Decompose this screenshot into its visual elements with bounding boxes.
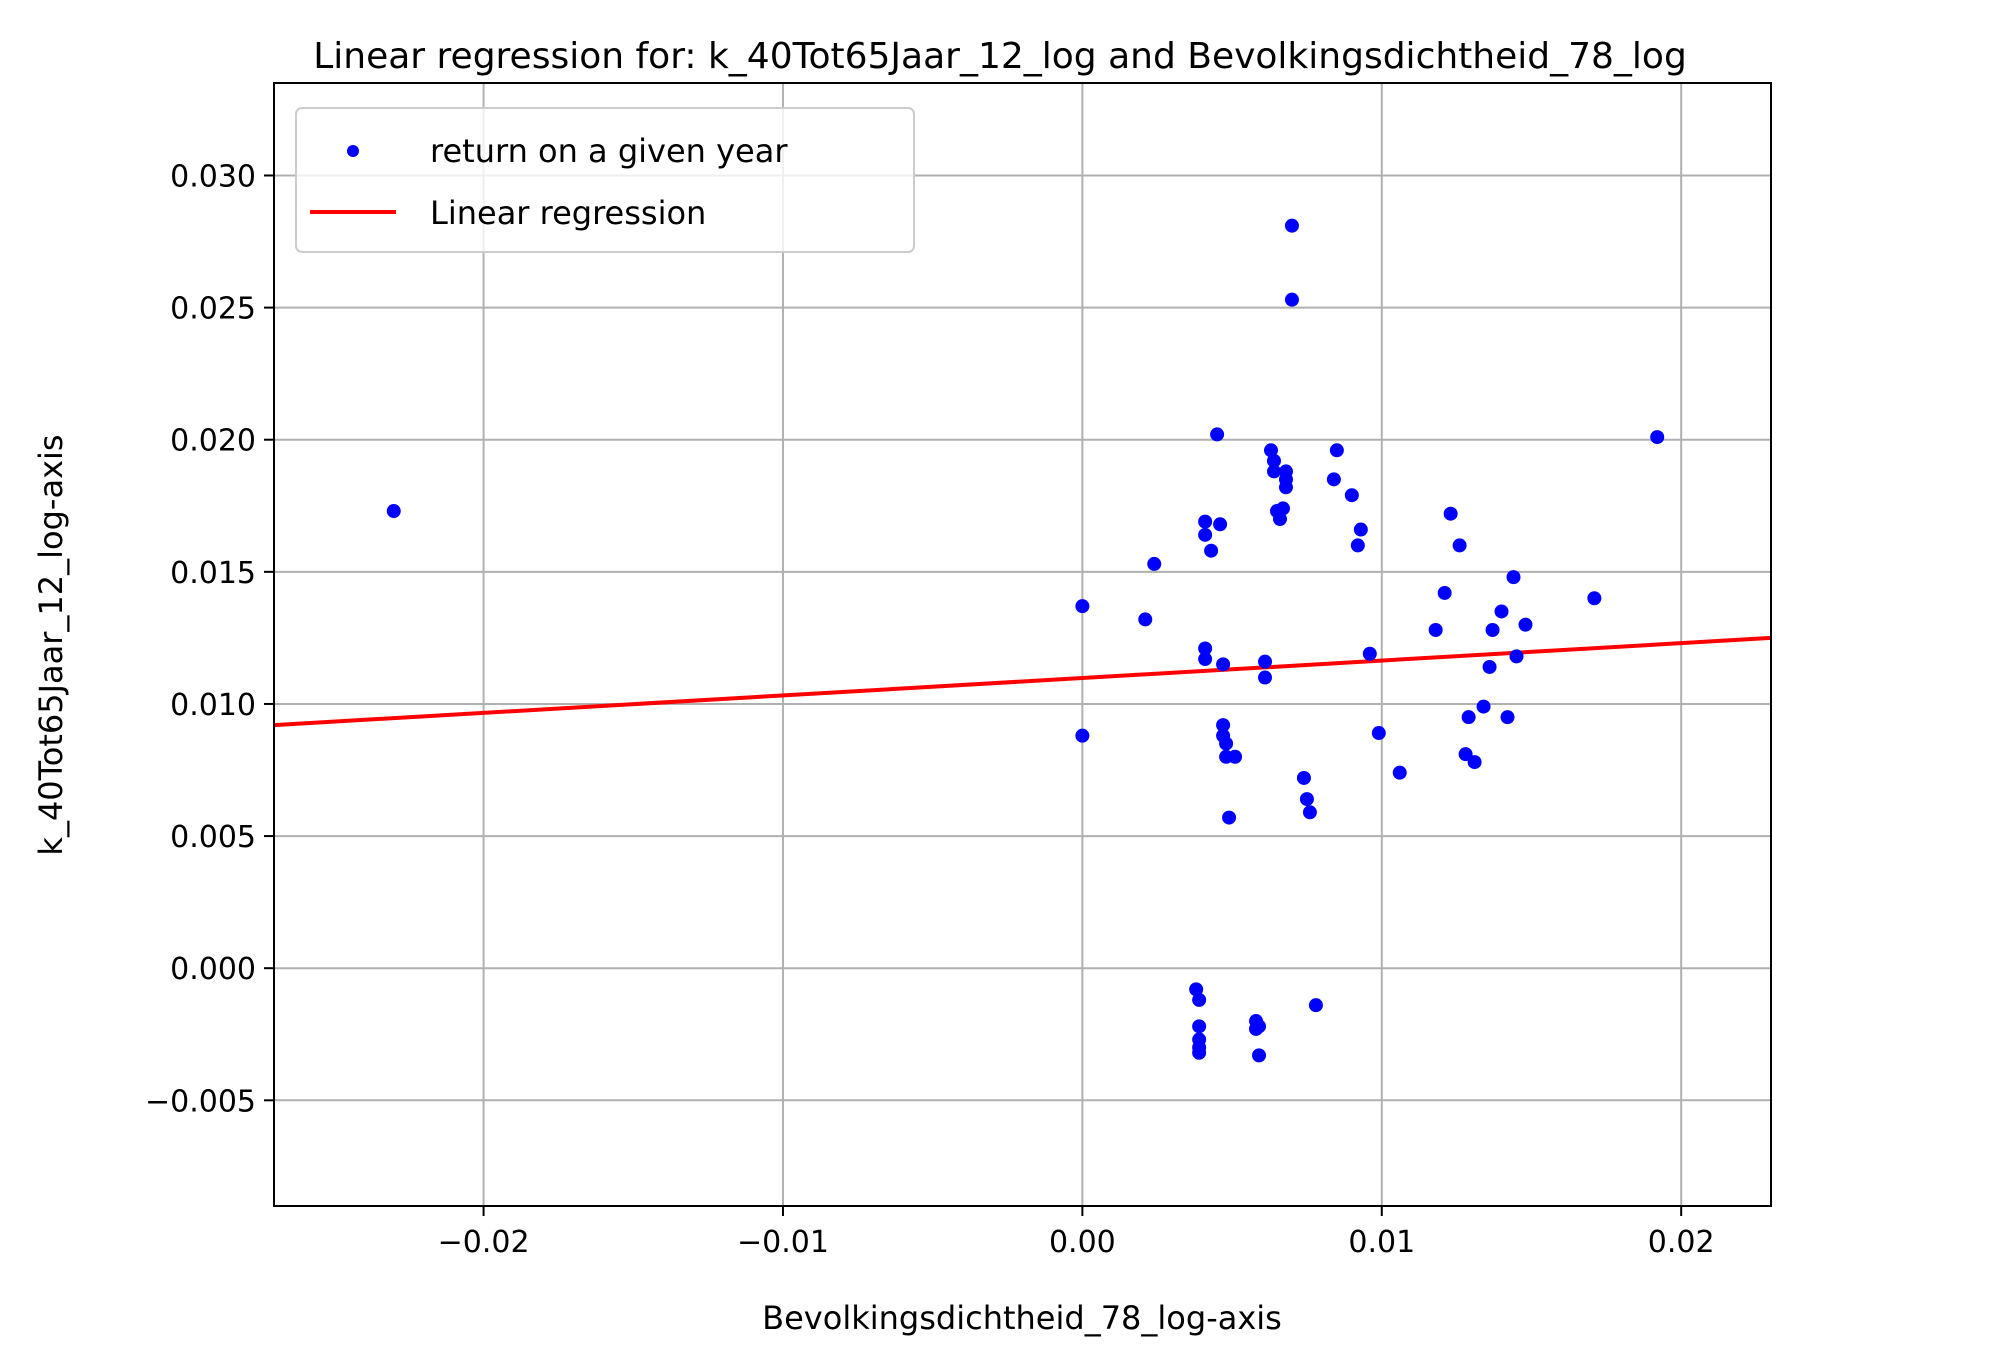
scatter-point <box>1258 670 1273 685</box>
plot-frame <box>273 82 1772 1207</box>
y-tick-label: −0.005 <box>145 1084 256 1119</box>
scatter-point <box>1210 427 1225 442</box>
scatter-point <box>1284 292 1299 307</box>
x-tick-label: 0.00 <box>1049 1225 1116 1260</box>
scatter-point <box>1509 649 1524 664</box>
scatter-point <box>1222 810 1237 825</box>
scatter-point <box>1258 654 1273 669</box>
y-tick-label: 0.020 <box>170 424 256 459</box>
scatter-point <box>1252 1019 1267 1034</box>
scatter-point <box>1278 480 1293 495</box>
scatter-point <box>1284 218 1299 233</box>
legend-label-scatter: return on a given year <box>430 132 788 170</box>
scatter-point <box>1275 501 1290 516</box>
legend-label-line: Linear regression <box>430 194 706 232</box>
scatter-point <box>1485 622 1500 637</box>
scatter-point <box>1198 641 1213 656</box>
legend: return on a given year Linear regression <box>295 107 915 253</box>
scatter-point <box>1198 652 1213 667</box>
scatter-point <box>1461 710 1476 725</box>
scatter-point <box>1500 710 1515 725</box>
scatter-point <box>1518 617 1533 632</box>
scatter-point <box>1219 736 1234 751</box>
scatter-point <box>1299 792 1314 807</box>
y-tick-label: 0.015 <box>170 556 256 591</box>
scatter-point <box>1392 765 1407 780</box>
y-tick-label: 0.000 <box>170 952 256 987</box>
x-axis-label: Bevolkingsdichtheid_78_log-axis <box>762 1299 1282 1337</box>
scatter-point <box>1587 591 1602 606</box>
scatter-point <box>1192 1019 1207 1034</box>
scatter-point <box>1476 699 1491 714</box>
x-axis-ticks: −0.02 −0.01 0.00 0.01 0.02 <box>438 1206 1715 1260</box>
scatter-point <box>1362 646 1377 661</box>
scatter-point <box>1192 992 1207 1007</box>
grid <box>274 83 1771 1206</box>
scatter-point <box>1204 543 1219 558</box>
y-axis-label: k_40Tot65Jaar_12_log-axis <box>32 434 70 855</box>
legend-box <box>295 107 915 253</box>
scatter-point <box>1216 657 1231 672</box>
scatter-point <box>1147 556 1162 571</box>
scatter-point <box>1266 464 1281 479</box>
scatter-point <box>1494 604 1509 619</box>
scatter-point <box>1213 517 1228 532</box>
plot-area <box>274 218 1771 1063</box>
scatter-point <box>1296 770 1311 785</box>
scatter-point <box>1458 747 1473 762</box>
scatter-point <box>1452 538 1467 553</box>
y-tick-label: 0.010 <box>170 688 256 723</box>
scatter-point <box>1216 718 1231 733</box>
scatter-point <box>1650 430 1665 445</box>
scatter-point <box>1198 527 1213 542</box>
y-tick-label: 0.005 <box>170 820 256 855</box>
scatter-point <box>1192 1045 1207 1060</box>
scatter-point <box>1350 538 1365 553</box>
y-tick-label: 0.025 <box>170 292 256 327</box>
scatter-point <box>1506 570 1521 585</box>
scatter-point <box>1266 453 1281 468</box>
scatter-point <box>1428 622 1443 637</box>
scatter-point <box>1467 755 1482 770</box>
scatter-point <box>1308 998 1323 1013</box>
y-axis-ticks: −0.005 0.000 0.005 0.010 0.015 0.020 0.025 0.03… <box>145 159 274 1119</box>
scatter-point <box>386 504 401 519</box>
scatter-point <box>1302 805 1317 820</box>
scatter-point <box>1344 488 1359 503</box>
scatter-point <box>1138 612 1153 627</box>
scatter-point <box>1329 443 1344 458</box>
scatter-point <box>1482 659 1497 674</box>
legend-marker-scatter <box>347 145 359 157</box>
scatter-point <box>1437 585 1452 600</box>
x-tick-label: −0.02 <box>438 1225 530 1260</box>
chart-title: Linear regression for: k_40Tot65Jaar_12_… <box>313 36 1687 77</box>
x-tick-label: −0.01 <box>737 1225 829 1260</box>
scatter-points <box>386 218 1665 1063</box>
scatter-point <box>1272 511 1287 526</box>
y-tick-label: 0.030 <box>170 159 256 194</box>
scatter-point <box>1371 726 1386 741</box>
scatter-point <box>1189 982 1204 997</box>
x-tick-label: 0.02 <box>1648 1225 1715 1260</box>
scatter-point <box>1252 1048 1267 1063</box>
scatter-point <box>1198 514 1213 529</box>
x-tick-label: 0.01 <box>1348 1225 1415 1260</box>
scatter-point <box>1443 506 1458 521</box>
scatter-point <box>1075 599 1090 614</box>
scatter-point <box>1264 443 1279 458</box>
scatter-point <box>1326 472 1341 487</box>
scatter-point <box>1228 749 1243 764</box>
scatter-point <box>1075 728 1090 743</box>
scatter-point <box>1353 522 1368 537</box>
